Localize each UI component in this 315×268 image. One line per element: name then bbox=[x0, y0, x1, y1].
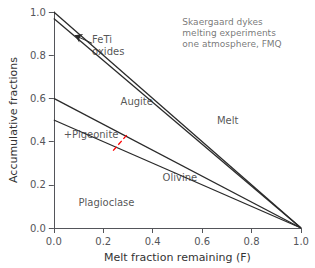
svg-text:0.6: 0.6 bbox=[194, 236, 210, 247]
svg-text:1.0: 1.0 bbox=[293, 236, 309, 247]
svg-text:+Pigeonite: +Pigeonite bbox=[64, 129, 119, 140]
svg-text:0.2: 0.2 bbox=[95, 236, 111, 247]
svg-text:Accumulative fractions: Accumulative fractions bbox=[7, 57, 20, 183]
svg-text:Plagioclase: Plagioclase bbox=[79, 197, 135, 208]
svg-text:Melt: Melt bbox=[217, 115, 239, 126]
svg-text:Olivine: Olivine bbox=[163, 172, 198, 183]
svg-text:0.6: 0.6 bbox=[30, 93, 46, 104]
svg-text:FeTi: FeTi bbox=[92, 34, 112, 45]
svg-text:Augite: Augite bbox=[120, 96, 153, 108]
svg-text:Melt fraction remaining (F): Melt fraction remaining (F) bbox=[104, 251, 251, 264]
svg-text:1.0: 1.0 bbox=[30, 7, 46, 18]
svg-text:0.0: 0.0 bbox=[46, 236, 62, 247]
svg-text:0.2: 0.2 bbox=[30, 179, 46, 190]
svg-text:0.8: 0.8 bbox=[30, 50, 46, 61]
svg-text:one atmosphere, FMQ: one atmosphere, FMQ bbox=[182, 39, 281, 49]
svg-text:0.4: 0.4 bbox=[30, 136, 46, 147]
svg-text:melting experiments: melting experiments bbox=[182, 28, 276, 38]
svg-text:0.0: 0.0 bbox=[30, 223, 46, 234]
svg-text:Skaergaard dykes: Skaergaard dykes bbox=[182, 17, 263, 27]
svg-text:0.4: 0.4 bbox=[145, 236, 161, 247]
svg-text:oxides: oxides bbox=[92, 46, 125, 57]
svg-text:0.8: 0.8 bbox=[244, 236, 260, 247]
